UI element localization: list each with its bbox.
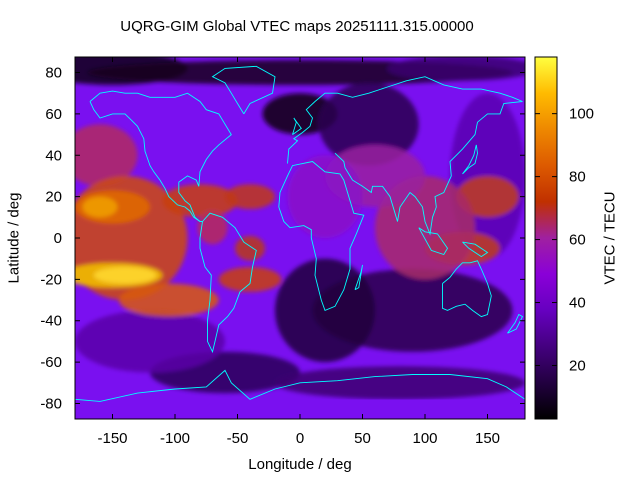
coastline — [278, 161, 365, 311]
vtec-region — [118, 283, 219, 317]
y-tick-label: 40 — [45, 147, 62, 164]
x-tick-label: 50 — [354, 430, 371, 447]
y-tick-label: 60 — [45, 106, 62, 123]
colorbar-tick-label: 20 — [569, 357, 586, 374]
colorbar-frame — [534, 56, 558, 420]
y-tick-label: 20 — [45, 189, 62, 206]
coastline — [199, 212, 257, 354]
vtec-region — [162, 184, 238, 218]
coastline — [89, 90, 232, 222]
y-tick-label: 80 — [45, 65, 62, 82]
x-tick-label: -50 — [227, 430, 249, 447]
vtec-region — [82, 196, 118, 218]
vtec-region — [275, 366, 525, 400]
vtec-region — [318, 82, 419, 166]
coastline — [418, 227, 449, 256]
coastline — [334, 101, 523, 236]
y-tick-label: -40 — [40, 313, 62, 330]
vtec-region — [225, 184, 275, 210]
coastline — [292, 117, 302, 135]
y-tick-label: -60 — [40, 354, 62, 371]
x-tick-label: -150 — [97, 430, 127, 447]
coastline — [287, 76, 523, 164]
colorbar-label: VTEC / TECU — [601, 191, 619, 285]
y-tick-label: -20 — [40, 271, 62, 288]
vtec-region — [75, 310, 225, 373]
coastline — [442, 260, 492, 318]
y-axis-label: Latitude / deg — [5, 192, 23, 284]
vtec-region — [218, 266, 282, 292]
colorbar-tick-label: 60 — [569, 232, 586, 249]
x-tick-label: 0 — [296, 430, 304, 447]
vtec-region — [75, 124, 138, 187]
colorbar-tick-label: 100 — [569, 106, 594, 123]
colorbar-tick-label: 40 — [569, 295, 586, 312]
map-title: UQRG-GIM Global VTEC maps 20251111.315.0… — [120, 18, 474, 35]
coastline — [354, 264, 363, 291]
x-tick-label: -100 — [160, 430, 190, 447]
x-axis-label: Longitude / deg — [248, 456, 352, 473]
vtec-region — [93, 266, 157, 284]
vtec-region — [387, 57, 525, 81]
y-tick-label: 0 — [54, 230, 62, 247]
x-tick-label: 150 — [475, 430, 500, 447]
coastline — [75, 369, 525, 402]
y-tick-label: -80 — [40, 395, 62, 412]
coastline — [507, 313, 524, 334]
coastline — [89, 101, 201, 222]
colorbar-tick-label: 80 — [569, 169, 586, 186]
vtec-region — [235, 235, 265, 261]
vtec-region — [456, 175, 519, 218]
coastline — [462, 241, 489, 258]
x-tick-label: 100 — [412, 430, 437, 447]
coastline — [462, 144, 478, 175]
coastline-overlay — [75, 65, 525, 402]
vtec-region — [287, 155, 363, 238]
colorbar — [535, 57, 557, 419]
vtec-raster — [75, 57, 525, 419]
coastline — [211, 65, 276, 115]
